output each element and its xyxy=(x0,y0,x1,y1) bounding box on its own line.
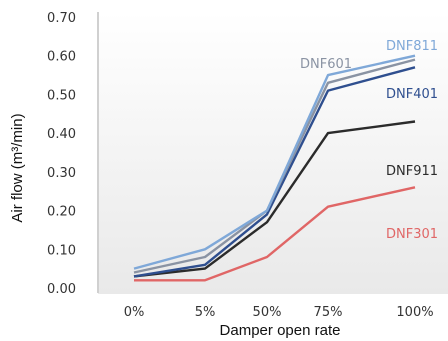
y-tick-label: 0.70 xyxy=(47,11,76,26)
x-tick-label: 50% xyxy=(253,305,282,320)
series-label-dnf401: DNF401 xyxy=(386,87,438,102)
series-label-dnf301: DNF301 xyxy=(386,227,438,242)
x-axis-title: Damper open rate xyxy=(220,322,341,339)
x-tick-label: 100% xyxy=(396,305,433,320)
series-line-dnf401 xyxy=(133,66,416,278)
y-axis-ticks: 0.00 0.10 0.20 0.30 0.40 0.50 0.60 0.70 xyxy=(47,11,76,297)
series-label-dnf811: DNF811 xyxy=(386,39,438,54)
series-labels: DNF811 DNF601 DNF401 DNF911 DNF301 xyxy=(300,39,438,242)
y-tick-label: 0.40 xyxy=(47,127,76,142)
x-tick-label: 75% xyxy=(314,305,343,320)
x-axis-ticks: 0% 5% 50% 75% 100% xyxy=(124,305,434,320)
x-tick-label: 5% xyxy=(195,305,216,320)
y-tick-label: 0.10 xyxy=(47,243,76,258)
y-tick-label: 0.20 xyxy=(47,205,76,220)
series-lines xyxy=(133,54,416,282)
series-line-dnf811 xyxy=(133,54,416,270)
series-label-dnf601: DNF601 xyxy=(300,57,352,72)
x-tick-label: 0% xyxy=(124,305,145,320)
series-line-dnf911 xyxy=(133,120,416,278)
series-label-dnf911: DNF911 xyxy=(386,164,438,179)
y-tick-label: 0.00 xyxy=(47,282,76,297)
y-tick-label: 0.60 xyxy=(47,50,76,65)
series-line-dnf301 xyxy=(134,186,416,282)
plot-background xyxy=(98,12,448,294)
y-axis-title: Air flow (m³/min) xyxy=(9,113,26,222)
y-tick-label: 0.50 xyxy=(47,88,76,103)
y-tick-label: 0.30 xyxy=(47,166,76,181)
